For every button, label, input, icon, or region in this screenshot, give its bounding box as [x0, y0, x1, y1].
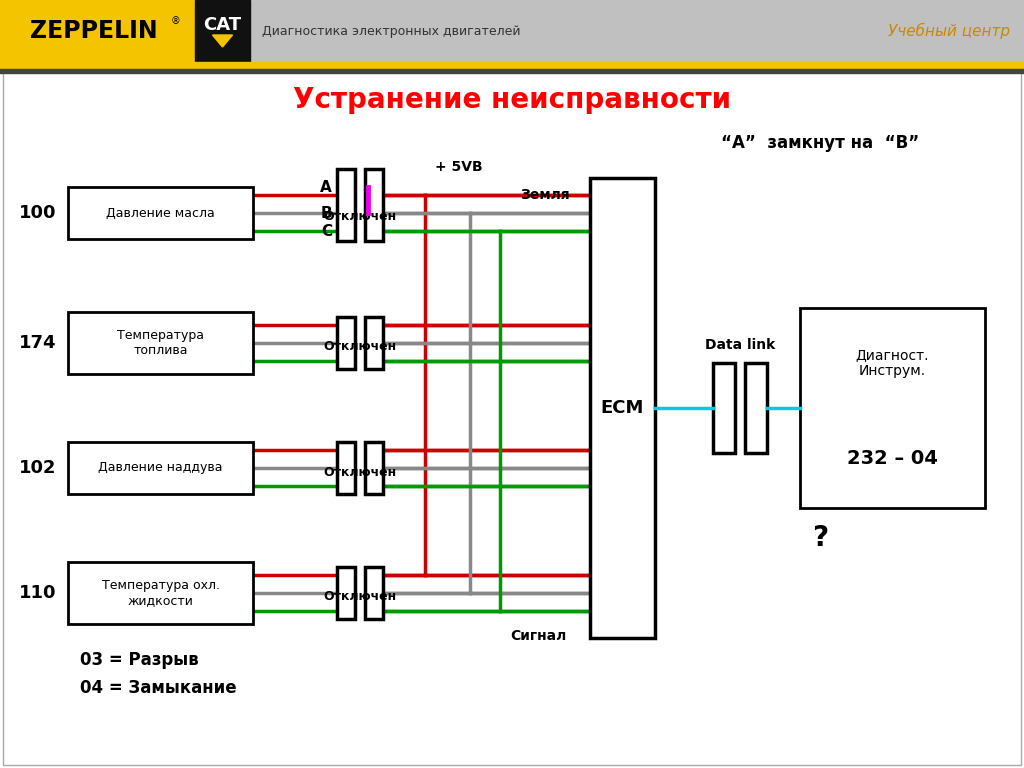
Text: Земля: Земля: [520, 188, 570, 202]
Text: ECM: ECM: [601, 399, 644, 417]
Bar: [365, 442, 383, 494]
Text: Учебный центр: Учебный центр: [888, 23, 1010, 39]
Text: Отключен: Отключен: [324, 210, 396, 223]
Text: A: A: [321, 180, 332, 194]
Text: 100: 100: [19, 204, 56, 222]
Bar: [337, 317, 355, 369]
Bar: [195, 0, 250, 62]
Text: 174: 174: [19, 334, 56, 352]
Text: Температура охл.
жидкости: Температура охл. жидкости: [101, 579, 219, 607]
Text: Отключен: Отключен: [324, 340, 396, 353]
Bar: [365, 169, 383, 241]
Text: B: B: [321, 206, 332, 220]
Text: Давление наддува: Давление наддува: [98, 462, 223, 475]
Text: 110: 110: [19, 584, 56, 602]
Bar: [745, 363, 767, 453]
Text: ®: ®: [171, 16, 180, 26]
Bar: [713, 363, 735, 453]
Bar: [337, 567, 355, 619]
Bar: [590, 178, 655, 638]
Text: Отключен: Отключен: [324, 591, 396, 604]
Text: Температура
топлива: Температура топлива: [117, 329, 204, 357]
Text: 04 = Замыкание: 04 = Замыкание: [80, 679, 237, 697]
Bar: [68, 562, 253, 624]
Text: 03 = Разрыв: 03 = Разрыв: [80, 651, 199, 669]
Text: Data link: Data link: [705, 338, 775, 352]
Bar: [68, 187, 253, 239]
Text: Давление масла: Давление масла: [106, 207, 215, 220]
Bar: [337, 442, 355, 494]
Text: + 5VB: + 5VB: [435, 160, 482, 174]
Text: CAT: CAT: [204, 16, 242, 34]
Bar: [0, 0, 1024, 62]
Bar: [0, 69, 1024, 73]
Text: “А”  замкнут на  “В”: “А” замкнут на “В”: [721, 134, 920, 152]
Text: Устранение неисправности: Устранение неисправности: [293, 86, 731, 114]
Bar: [800, 308, 985, 508]
Bar: [0, 0, 195, 62]
Text: 232 – 04: 232 – 04: [847, 449, 938, 468]
Text: ZEPPELIN: ZEPPELIN: [30, 19, 158, 43]
Bar: [337, 169, 355, 241]
Text: 102: 102: [19, 459, 56, 477]
Bar: [68, 312, 253, 374]
Polygon shape: [213, 35, 232, 47]
Text: Диагност.
Инструм.: Диагност. Инструм.: [856, 348, 929, 378]
Bar: [68, 442, 253, 494]
Text: C: C: [321, 223, 332, 239]
Text: Диагностика электронных двигателей: Диагностика электронных двигателей: [262, 25, 520, 38]
Text: ?: ?: [812, 524, 828, 552]
Bar: [0, 62, 1024, 69]
Text: Сигнал: Сигнал: [510, 629, 566, 643]
Text: Отключен: Отключен: [324, 465, 396, 478]
Bar: [365, 567, 383, 619]
Bar: [365, 317, 383, 369]
